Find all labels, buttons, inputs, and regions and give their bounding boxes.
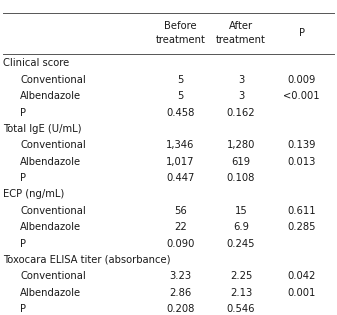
Text: 1,017: 1,017 — [166, 157, 194, 167]
Text: 0.245: 0.245 — [227, 238, 255, 249]
Text: 1,280: 1,280 — [227, 140, 255, 150]
Text: Conventional: Conventional — [20, 271, 86, 281]
Text: Albendazole: Albendazole — [20, 288, 81, 298]
Text: 619: 619 — [232, 157, 250, 167]
Text: 3.23: 3.23 — [169, 271, 191, 281]
Text: P: P — [20, 173, 26, 183]
Text: Total IgE (U/mL): Total IgE (U/mL) — [3, 124, 82, 134]
Text: 0.013: 0.013 — [287, 157, 316, 167]
Text: 0.090: 0.090 — [166, 238, 194, 249]
Text: 1,346: 1,346 — [166, 140, 194, 150]
Text: Clinical score: Clinical score — [3, 58, 70, 68]
Text: After
treatment: After treatment — [216, 21, 266, 45]
Text: 0.042: 0.042 — [287, 271, 316, 281]
Text: 0.009: 0.009 — [287, 75, 316, 85]
Text: Albendazole: Albendazole — [20, 222, 81, 232]
Text: P: P — [20, 107, 26, 117]
Text: 0.139: 0.139 — [287, 140, 316, 150]
Text: Albendazole: Albendazole — [20, 157, 81, 167]
Text: 0.447: 0.447 — [166, 173, 194, 183]
Text: Before
treatment: Before treatment — [155, 21, 205, 45]
Text: 0.285: 0.285 — [287, 222, 316, 232]
Text: P: P — [299, 28, 305, 38]
Text: 0.611: 0.611 — [287, 206, 316, 216]
Text: Conventional: Conventional — [20, 75, 86, 85]
Text: <0.001: <0.001 — [283, 91, 320, 101]
Text: 0.162: 0.162 — [227, 107, 255, 117]
Text: 5: 5 — [177, 75, 183, 85]
Text: 6.9: 6.9 — [233, 222, 249, 232]
Text: Conventional: Conventional — [20, 140, 86, 150]
Text: Albendazole: Albendazole — [20, 91, 81, 101]
Text: 0.108: 0.108 — [227, 173, 255, 183]
Text: 22: 22 — [174, 222, 187, 232]
Text: P: P — [20, 304, 26, 314]
Text: P: P — [20, 238, 26, 249]
Text: 2.13: 2.13 — [230, 288, 252, 298]
Text: 15: 15 — [235, 206, 247, 216]
Text: 0.546: 0.546 — [227, 304, 255, 314]
Text: 0.001: 0.001 — [287, 288, 316, 298]
Text: ECP (ng/mL): ECP (ng/mL) — [3, 189, 65, 199]
Text: 2.25: 2.25 — [230, 271, 252, 281]
Text: 3: 3 — [238, 75, 244, 85]
Text: Toxocara ELISA titer (absorbance): Toxocara ELISA titer (absorbance) — [3, 255, 171, 265]
Text: 0.208: 0.208 — [166, 304, 194, 314]
Text: Conventional: Conventional — [20, 206, 86, 216]
Text: 0.458: 0.458 — [166, 107, 194, 117]
Text: 3: 3 — [238, 91, 244, 101]
Text: 2.86: 2.86 — [169, 288, 191, 298]
Text: 56: 56 — [174, 206, 187, 216]
Text: 5: 5 — [177, 91, 183, 101]
